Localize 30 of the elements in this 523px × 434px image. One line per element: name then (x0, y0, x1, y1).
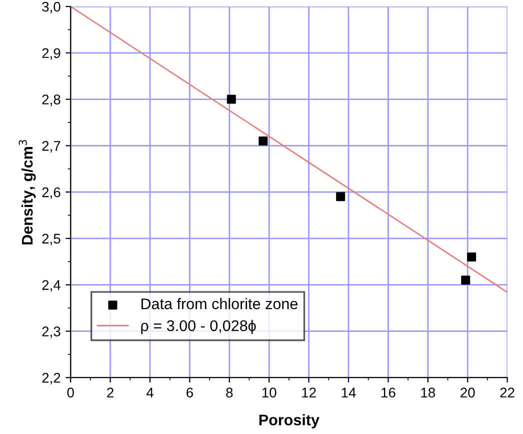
point (226, 94, 236, 104)
x-tick-label: 6 (186, 388, 193, 398)
y-tick-label: 2,9 (42, 48, 60, 60)
point (336, 192, 346, 202)
point (461, 276, 470, 285)
y-tick-label: 2,8 (42, 94, 60, 106)
x-tick-label: 20 (460, 388, 475, 398)
x-tick-label: 18 (421, 388, 436, 398)
y-tick-label: 2,7 (42, 140, 60, 152)
y-tick-label: 3,0 (42, 2, 60, 14)
legend-label: ρ = 3.00 - 0,028ϕ (141, 320, 256, 334)
x-axis-title: Porosity (259, 414, 320, 428)
point (467, 252, 476, 262)
y-tick-label: 2,3 (42, 326, 60, 338)
x-tick-label: 22 (500, 388, 514, 398)
x-tick-label: 2 (107, 388, 114, 398)
x-tick-label: 14 (342, 388, 356, 398)
legend-label: Data from chlorite zone (141, 298, 298, 310)
x-tick-label: 10 (262, 388, 276, 398)
y-tick-label: 2,5 (42, 234, 60, 246)
y-tick-label: 2,4 (42, 280, 60, 292)
point (258, 136, 268, 146)
y-axis-title: Density, g/cm$^{3}$ (18, 140, 36, 244)
y-tick-label: 2,2 (42, 372, 60, 384)
y-tick-label: 2,6 (42, 187, 60, 199)
x-tick-label: 12 (302, 388, 316, 398)
x-tick-label: 4 (146, 388, 154, 398)
x-tick-label: 16 (382, 388, 396, 398)
x-tick-label: 0 (67, 388, 74, 398)
x-tick-label: 8 (226, 388, 233, 398)
